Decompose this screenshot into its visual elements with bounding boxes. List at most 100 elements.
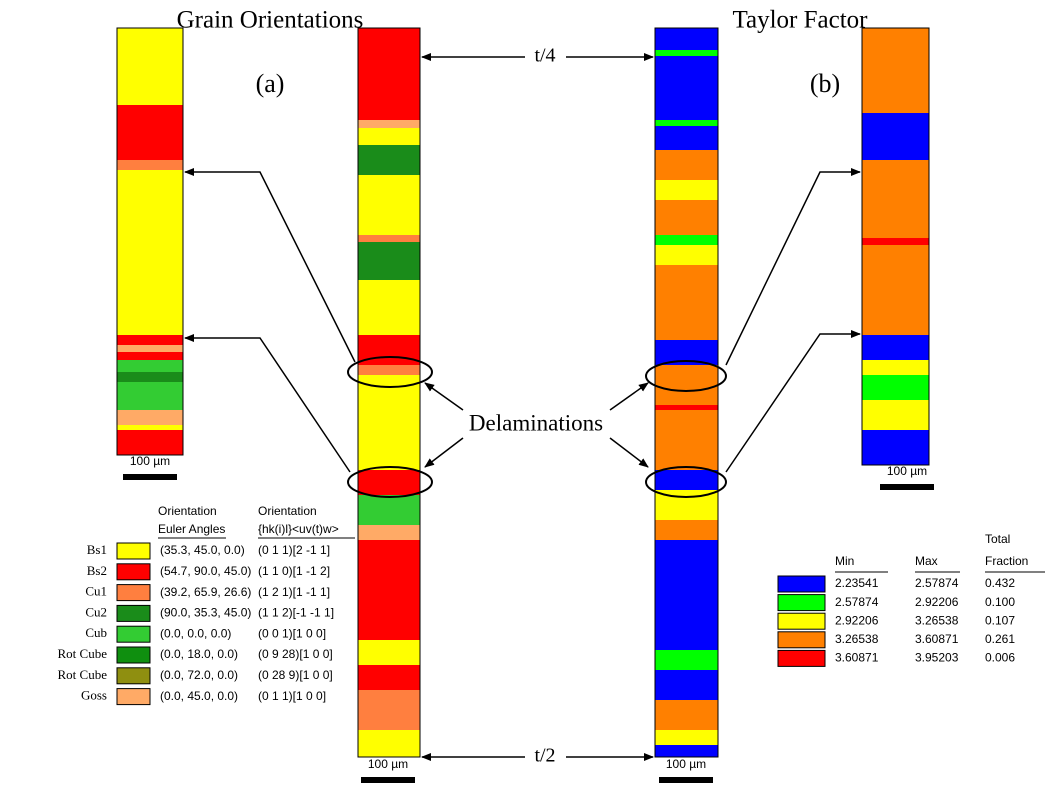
taylor-fraction: 0.006 (985, 651, 1015, 665)
orientation-name: Rot Cube (58, 646, 108, 661)
right-title: Taylor Factor (732, 7, 868, 34)
map-go-stripe (358, 375, 420, 470)
map-tf-stripe (655, 200, 718, 235)
left-title: Grain Orientations (177, 7, 364, 34)
taylor-header: Total (985, 532, 1010, 546)
zoom-a-stripe (117, 410, 183, 425)
map-tf-stripe (655, 56, 718, 120)
map-tf-stripe (655, 540, 718, 650)
orientation-euler: (0.0, 72.0, 0.0) (160, 668, 238, 682)
scale-bar-label: 100 µm (130, 454, 170, 468)
taylor-swatch (777, 612, 826, 630)
scale-bar (880, 484, 934, 490)
orientation-header: Orientation (158, 504, 217, 518)
taylor-fraction: 0.100 (985, 595, 1015, 609)
zoom-a-frame (116, 27, 184, 456)
t2-label: t/2 (534, 745, 555, 767)
map-tf-stripe (655, 28, 718, 50)
orientation-index: (1 2 1)[1 -1 1] (258, 585, 330, 599)
orientation-name: Bs2 (87, 563, 107, 578)
zoom-b-stripe (862, 335, 929, 360)
orientation-name: Cub (85, 625, 107, 640)
scale-bar (123, 474, 177, 480)
zoom-b-stripe (862, 238, 929, 245)
map-go-stripe (358, 280, 420, 335)
orientation-swatch (116, 563, 151, 581)
orientation-index: (1 1 0)[1 -1 2] (258, 564, 330, 578)
taylor-max: 3.26538 (915, 613, 959, 627)
zoom-b-stripe (862, 28, 929, 113)
taylor-max: 2.57874 (915, 576, 959, 590)
map-go-stripe (358, 690, 420, 730)
orientation-index: (0 9 28)[1 0 0] (258, 647, 333, 661)
map-tf-stripe (655, 470, 718, 490)
map-tf-stripe (655, 150, 718, 180)
taylor-min: 2.57874 (835, 595, 879, 609)
map-tf-stripe (655, 410, 718, 470)
orientation-swatch (116, 604, 151, 622)
legends: Orientation Euler Angles Orientation {hk(i)… (58, 504, 1045, 706)
taylor-header: Max (915, 554, 938, 568)
orientation-swatch (116, 542, 151, 560)
maps: 100 µm 100 µm 100 µm 100 µm (116, 27, 934, 783)
map-tf-stripe (655, 670, 718, 700)
label-a: (a) (256, 69, 285, 98)
orientation-index: (0 0 1)[1 0 0] (258, 626, 326, 640)
map-go-stripe (358, 470, 420, 495)
map-tf-stripe (655, 650, 718, 670)
map-go-stripe (358, 540, 420, 640)
taylor-swatch (777, 631, 826, 649)
taylor-swatch (777, 594, 826, 612)
zoom-b-stripe (862, 430, 929, 465)
taylor-fraction: 0.261 (985, 632, 1015, 646)
map-go-stripe (358, 665, 420, 690)
zoom-a-stripe (117, 170, 183, 335)
zoom-a-stripe (117, 425, 183, 430)
zoom-b-frame (861, 27, 930, 466)
map-tf-frame (654, 27, 719, 758)
map-tf-stripe (655, 126, 718, 150)
map-tf-stripe (655, 520, 718, 540)
map-tf-stripe (655, 245, 718, 265)
zoom-b-stripe (862, 400, 929, 430)
map-go-stripe (358, 525, 420, 540)
taylor-fraction: 0.107 (985, 613, 1015, 627)
map-tf-stripe (655, 730, 718, 745)
zoom-a-stripe (117, 372, 183, 382)
taylor-min: 2.92206 (835, 613, 879, 627)
zoom-a-stripe (117, 360, 183, 410)
orientation-swatch (116, 646, 151, 664)
map-go-stripe (358, 640, 420, 665)
zoom-a-stripe (117, 160, 183, 170)
map-go-stripe (358, 242, 420, 280)
orientation-name: Cu2 (85, 604, 107, 619)
orientation-swatch (116, 584, 151, 602)
taylor-max: 3.60871 (915, 632, 959, 646)
taylor-max: 2.92206 (915, 595, 959, 609)
label-b: (b) (810, 69, 840, 98)
arrows (184, 53, 861, 761)
zoom-a-stripe (117, 430, 183, 455)
map-go-stripe (358, 120, 420, 128)
orientation-header: {hk(i)l}<uv(t)w> (258, 522, 339, 536)
map-tf-stripe (655, 50, 718, 56)
taylor-min: 3.26538 (835, 632, 879, 646)
map-go-stripe (358, 145, 420, 175)
map-tf-stripe (655, 365, 718, 405)
orientation-index: (0 28 9)[1 0 0] (258, 668, 333, 682)
map-tf-stripe (655, 235, 718, 245)
map-tf-stripe (655, 405, 718, 410)
taylor-header: Min (835, 554, 854, 568)
orientation-swatch (116, 688, 151, 706)
map-go-stripe (358, 730, 420, 757)
zoom-b-stripe (862, 113, 929, 160)
map-tf-stripe (655, 265, 718, 340)
orientation-swatch (116, 667, 151, 685)
orientation-euler: (0.0, 0.0, 0.0) (160, 626, 231, 640)
t4-label: t/4 (534, 45, 555, 67)
zoom-a-stripe (117, 105, 183, 160)
map-go-stripe (358, 175, 420, 235)
map-go-stripe (358, 128, 420, 145)
taylor-swatch (777, 575, 826, 593)
